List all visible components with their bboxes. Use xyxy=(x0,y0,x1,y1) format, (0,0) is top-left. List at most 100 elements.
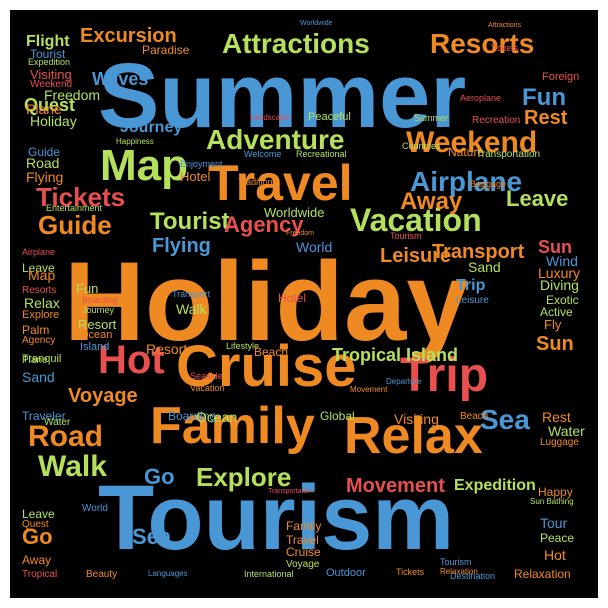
word-fun: Fun xyxy=(76,282,98,295)
word-welcome: Welcome xyxy=(244,150,281,159)
word-recreational: Recreational xyxy=(296,150,347,159)
word-world: World xyxy=(296,240,332,254)
word-aeroplane: Aeroplane xyxy=(460,94,501,103)
word-hot: Hot xyxy=(544,548,566,562)
word-worldwide: Worldwide xyxy=(264,206,324,219)
word-ocean: Ocean xyxy=(80,330,112,341)
word-flying: Flying xyxy=(152,236,211,256)
word-away: Away xyxy=(22,554,51,566)
word-waves: Waves xyxy=(92,70,148,88)
word-sun-bathing: Sun Bathing xyxy=(530,498,574,506)
word-world: World xyxy=(82,504,108,514)
word-plane: Plane xyxy=(22,356,48,366)
word-sand: Sand xyxy=(22,370,55,384)
word-away: Away xyxy=(400,190,462,214)
word-transportation: Transportation xyxy=(476,150,540,160)
word-entertainment: Entertainment xyxy=(46,204,102,213)
word-departure: Departure xyxy=(386,378,422,386)
word-sand: Sand xyxy=(468,260,501,274)
word-ocean: Ocean xyxy=(196,410,237,424)
word-explore: Explore xyxy=(22,310,59,321)
word-relax: Relax xyxy=(24,296,60,310)
word-water: Water xyxy=(548,424,585,438)
word-freedom: Freedom xyxy=(286,230,314,237)
word-traditions: Traditions xyxy=(238,178,277,187)
word-agency: Agency xyxy=(22,336,55,346)
word-tropical-island: Tropical Island xyxy=(332,346,458,364)
word-holiday: Holiday xyxy=(30,114,77,128)
word-boarding: Boarding xyxy=(82,296,118,305)
word-international: International xyxy=(244,570,294,579)
word-water: Water xyxy=(44,418,70,428)
word-tour: Tour xyxy=(540,516,567,530)
word-explore: Explore xyxy=(196,464,291,490)
word-road: Road xyxy=(26,156,59,170)
word-leave: Leave xyxy=(506,188,568,210)
word-visiting: Visiting xyxy=(394,412,439,426)
word-tickets: Tickets xyxy=(396,568,424,577)
word-map: Map xyxy=(28,268,55,282)
word-journey: Journey xyxy=(120,120,182,136)
word-paradise: Paradise xyxy=(142,44,189,56)
word-landscape: Landscape xyxy=(250,114,289,122)
word-vacation: Vacation xyxy=(190,384,224,393)
word-diving: Diving xyxy=(540,278,579,292)
word-expedition: Expedition xyxy=(28,58,70,67)
word-go: Go xyxy=(22,526,53,548)
word-global: Global xyxy=(320,410,355,422)
word-walk: Walk xyxy=(38,452,107,482)
word-seaside: Seaside xyxy=(190,372,223,381)
word-rest: Rest xyxy=(542,410,571,424)
word-tourism: Tourism xyxy=(390,232,422,241)
word-tourism: Tourism xyxy=(440,558,472,567)
word-worldwide: Worldwide xyxy=(300,20,333,27)
word-journey: Journey xyxy=(82,306,114,315)
word-countries: Countries xyxy=(402,142,441,151)
word-foreign: Foreign xyxy=(542,72,579,83)
word-enjoyment: Enjoyment xyxy=(180,160,223,169)
word-hotel: Hotel xyxy=(278,292,306,304)
word-outdoor: Outdoor xyxy=(326,568,366,579)
word-baggage: Baggage xyxy=(470,180,506,189)
word-flying: Flying xyxy=(26,170,63,184)
word-tickets: Tickets xyxy=(490,44,518,53)
word-expedition: Expedition xyxy=(454,478,536,494)
word-tourist: Tourist xyxy=(150,210,230,234)
word-beach: Beach xyxy=(254,346,288,358)
word-beauty: Beauty xyxy=(86,570,117,580)
word-beach: Beach xyxy=(460,412,488,422)
word-sun: Sun xyxy=(536,334,574,354)
word-attractions: Attractions xyxy=(488,22,521,29)
word-guide: Guide xyxy=(38,212,112,238)
word-airplane: Airplane xyxy=(22,248,55,257)
word-resorts: Resorts xyxy=(430,30,534,58)
word-leisure: Leisure xyxy=(380,246,451,266)
word-summer: Summer xyxy=(414,114,448,123)
word-sea: Sea xyxy=(132,526,171,548)
word-transportation: Transportation xyxy=(268,488,313,495)
word-family: Family xyxy=(286,520,321,532)
word-movement: Movement xyxy=(346,476,445,496)
word-leisure: Leisure xyxy=(456,296,489,306)
word-walk: Walk xyxy=(176,302,207,316)
word-attractions: Attractions xyxy=(222,30,370,58)
word-go: Go xyxy=(144,466,175,488)
word-resort: Resort xyxy=(146,342,187,356)
word-hotel: Hotel xyxy=(180,170,210,183)
word-recreation: Recreation xyxy=(472,116,520,126)
word-rest: Rest xyxy=(524,108,567,128)
word-voyage: Voyage xyxy=(68,386,138,406)
word-peaceful: Peaceful xyxy=(308,112,351,123)
word-peace: Peace xyxy=(540,532,574,544)
word-transport: Transport xyxy=(172,290,210,299)
word-island: Island xyxy=(80,342,109,353)
word-cruise: Cruise xyxy=(286,546,321,558)
word-freedom: Freedom xyxy=(44,88,100,102)
word-family: Family xyxy=(150,400,315,452)
word-travel: Travel xyxy=(208,158,353,208)
word-luggage: Luggage xyxy=(540,438,579,448)
word-relaxation: Relaxation xyxy=(440,568,478,576)
word-cloud: Holiday Summer Tourism Cruise Travel Family Re… xyxy=(10,10,598,598)
word-tropical: Tropical xyxy=(22,570,57,580)
word-movement: Movement xyxy=(350,386,387,394)
